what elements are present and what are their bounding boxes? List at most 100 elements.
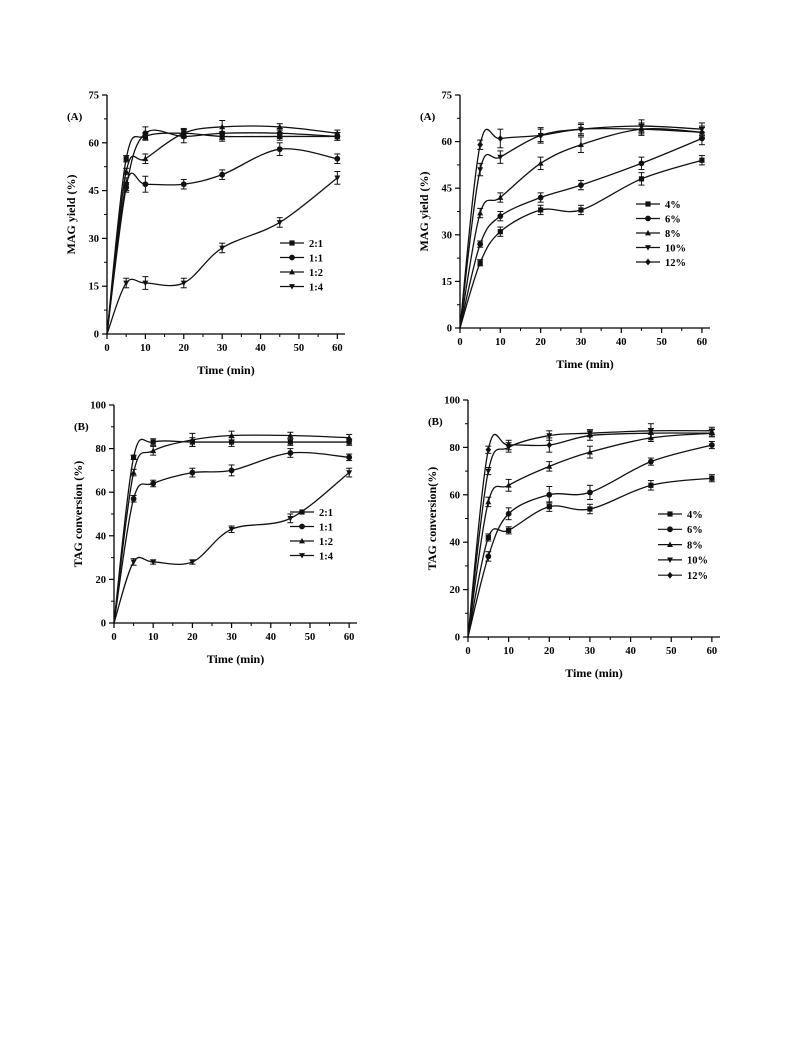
data-point (699, 128, 705, 136)
data-point (287, 516, 294, 522)
legend-marker (645, 201, 651, 207)
legend-marker (667, 571, 673, 579)
data-point (477, 167, 484, 173)
legend-marker (667, 557, 673, 564)
y-tick-label: 0 (94, 330, 99, 341)
data-point (505, 482, 512, 488)
data-point (150, 559, 157, 566)
legend-marker (299, 509, 305, 515)
data-point (578, 182, 584, 188)
data-point (477, 241, 484, 248)
y-axis-title: TAG conversion (%) (71, 461, 85, 567)
chart-panel-3: 0 20 40 60 80 100 0 10 20 30 40 50 60 Time (min) TAG c… (71, 401, 357, 666)
y-tick-label: 40 (96, 531, 107, 542)
y-tick-label: 60 (450, 490, 461, 501)
y-tick-label: 0 (455, 633, 460, 644)
series-1 (459, 155, 705, 329)
x-tick-label: 20 (544, 646, 555, 657)
series-2 (113, 448, 353, 624)
data-point (150, 439, 156, 445)
series-line (113, 472, 350, 624)
series-3 (106, 119, 341, 335)
data-point (546, 433, 553, 439)
data-point (485, 468, 492, 475)
y-tick-label: 30 (442, 230, 453, 241)
x-axis-title: Time (min) (197, 363, 254, 377)
data-point (546, 504, 552, 510)
x-tick-label: 10 (503, 646, 514, 657)
data-point (346, 454, 353, 461)
x-tick-label: 40 (616, 337, 627, 348)
data-point (276, 220, 283, 226)
y-tick-label: 40 (450, 538, 461, 549)
series-line (106, 177, 338, 335)
data-point (638, 176, 645, 182)
x-tick-label: 10 (140, 343, 151, 354)
data-point (228, 432, 235, 438)
legend-marker (289, 268, 295, 275)
legend-marker (299, 537, 305, 544)
data-point (142, 181, 149, 188)
series-3 (459, 122, 705, 329)
data-point (287, 432, 294, 438)
x-tick-label: 20 (179, 343, 190, 354)
legend-marker (299, 553, 305, 559)
data-point (586, 449, 593, 455)
y-tick-label: 0 (447, 324, 452, 335)
x-tick-label: 0 (465, 646, 470, 657)
data-point (150, 447, 157, 454)
series-line (106, 132, 338, 335)
y-tick-label: 15 (442, 277, 453, 288)
data-point (587, 489, 593, 496)
y-tick-label: 75 (442, 91, 453, 102)
legend-label: 8% (665, 229, 681, 240)
data-point (506, 527, 512, 533)
legend-marker (667, 541, 673, 547)
series-line (467, 429, 712, 638)
series-2 (106, 126, 341, 335)
data-point (638, 160, 645, 167)
data-point (219, 171, 226, 178)
x-tick-label: 50 (666, 646, 677, 657)
data-point (497, 229, 503, 235)
legend-label: 12% (687, 571, 708, 582)
legend-marker (645, 245, 651, 251)
legend: 2:1 1:1 1:2 1:4 (280, 239, 324, 293)
data-point (699, 157, 705, 163)
legend: 2:1 1:1 1:2 1:4 (290, 508, 334, 562)
x-axis-title: Time (min) (207, 652, 264, 666)
x-tick-label: 60 (344, 632, 355, 643)
data-point (578, 125, 584, 133)
data-point (638, 125, 645, 133)
x-tick-label: 0 (104, 343, 109, 354)
y-axis-title: MAG yield (%) (417, 172, 431, 252)
data-point (189, 469, 196, 476)
x-tick-label: 60 (697, 337, 708, 348)
x-tick-label: 50 (656, 337, 667, 348)
series-line (459, 125, 702, 329)
x-tick-label: 40 (255, 343, 266, 354)
y-tick-label: 20 (450, 585, 461, 596)
y-tick-label: 20 (96, 575, 107, 586)
data-point (123, 181, 130, 188)
data-point (648, 458, 654, 465)
legend-label: 1:1 (319, 522, 333, 533)
data-point (287, 439, 293, 445)
legend-marker (299, 523, 305, 530)
data-point (130, 469, 137, 475)
legend-marker (667, 526, 673, 533)
data-point (123, 156, 129, 162)
data-point (276, 146, 283, 153)
legend-label: 2:1 (309, 239, 323, 250)
legend-label: 1:4 (319, 551, 334, 562)
series-line (467, 477, 712, 638)
legend: 4% 6% 8% 10% 12% (636, 200, 686, 269)
data-point (497, 154, 504, 161)
x-tick-label: 20 (535, 337, 546, 348)
data-point (123, 168, 130, 174)
data-point (537, 132, 544, 139)
legend-marker (645, 215, 651, 222)
legend-label: 4% (687, 510, 703, 521)
series-2 (467, 440, 715, 638)
